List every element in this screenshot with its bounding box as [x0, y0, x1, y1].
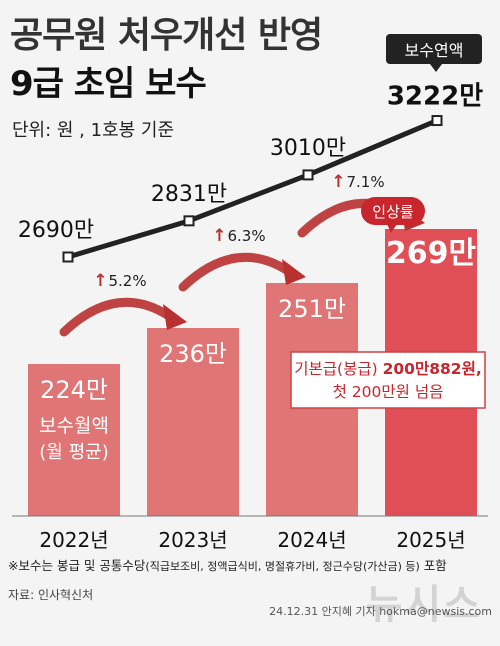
callout-amount: 200만882원,	[383, 360, 482, 378]
unit-note: 단위: 원 , 1호봉 기준	[12, 120, 175, 141]
growth-up-icon: ↑	[331, 172, 345, 192]
x-tick-label: 2023년	[158, 528, 227, 552]
line-value-label: 2831만	[151, 182, 227, 207]
bar-note-line1: 보수월액	[39, 415, 109, 437]
growth-arrowhead	[282, 259, 306, 285]
bar-value-label: 269만	[386, 236, 477, 271]
growth-arrow	[59, 297, 174, 337]
footnote-end: 포함	[419, 558, 447, 573]
growth-arrowhead	[163, 304, 187, 330]
callout-prefix: 기본급(봉급)	[294, 360, 382, 378]
growth-up-icon: ↑	[93, 271, 107, 291]
legend-line-badge: 보수연액	[386, 34, 482, 72]
x-tick-label: 2022년	[39, 528, 108, 552]
growth-label: 6.3%	[228, 227, 266, 245]
callout-box	[290, 351, 486, 409]
footnote-detail: (직급보조비, 정액급식비, 명절휴가비, 정근수당(가산금) 등)	[145, 560, 420, 573]
callout-line2: 첫 200만원 넘음	[333, 383, 444, 401]
callout-line1: 기본급(봉급) 200만882원,	[294, 360, 481, 378]
line-value-label: 3010만	[270, 136, 346, 161]
source-note: 자료: 인사혁신처	[8, 588, 94, 602]
credit-line: 24.12.31 안지혜 기자 hokma@newsis.com	[269, 605, 492, 618]
bar-value-label: 251만	[278, 295, 346, 323]
line-value-label: 3222만	[387, 82, 483, 112]
growth-label: 7.1%	[347, 173, 385, 191]
x-tick-label: 2024년	[277, 528, 346, 552]
x-tick-label: 2025년	[396, 528, 465, 552]
growth-arrow	[178, 252, 293, 292]
growth-badge-pointer	[387, 224, 397, 233]
footnote-main: ※보수는 봉급 및 공통수당	[8, 558, 146, 573]
line-point	[431, 115, 443, 127]
bar-2023년	[147, 328, 239, 516]
bar-value-label: 236만	[159, 340, 227, 368]
chart-title-line1: 공무원 처우개선 반영	[10, 15, 323, 56]
growth-badge	[361, 197, 425, 225]
line-point	[302, 169, 314, 181]
annual-pay-line	[67, 118, 438, 260]
growth-label: 5.2%	[109, 272, 147, 290]
footnote: ※보수는 봉급 및 공통수당(직급보조비, 정액급식비, 명절휴가비, 정근수당…	[8, 555, 447, 574]
chart-title-line2: 9급 초임 보수	[10, 64, 207, 104]
bar-value-label: 224만	[40, 376, 108, 404]
line-point	[62, 251, 74, 263]
growth-up-icon: ↑	[212, 226, 226, 246]
line-point	[183, 215, 195, 227]
growth-badge-label: 인상률	[372, 203, 414, 221]
watermark-logo: 뉴시스	[365, 582, 482, 628]
bar-note-line2: (월 평균)	[39, 442, 108, 463]
line-value-label: 2690만	[18, 218, 94, 243]
bar-2022년	[28, 364, 120, 516]
